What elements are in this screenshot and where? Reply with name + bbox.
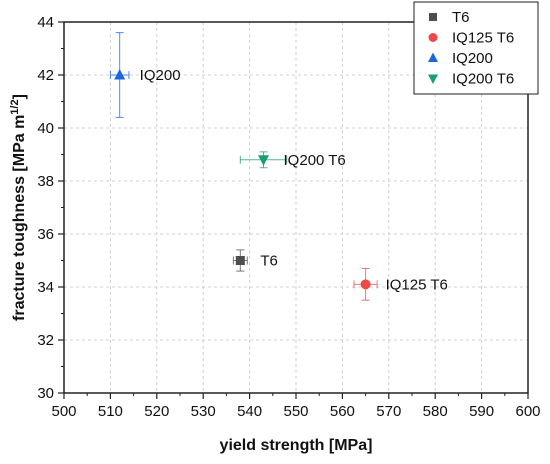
point-marker (258, 155, 270, 166)
y-tick-label: 34 (37, 279, 54, 296)
y-tick-label: 38 (37, 173, 54, 190)
x-tick-label: 510 (98, 403, 123, 420)
y-tick-label: 30 (37, 385, 54, 402)
data-point: IQ200 (109, 32, 181, 118)
x-tick-label: 570 (376, 403, 401, 420)
legend-marker (428, 74, 438, 84)
point-marker (360, 279, 371, 290)
legend-item: T6 (429, 9, 470, 26)
x-tick-label: 600 (515, 403, 540, 420)
point-label: IQ200 (140, 67, 181, 84)
y-axis: 30 32 34 36 38 40 42 44 (37, 14, 64, 402)
x-tick-label: 540 (237, 403, 262, 420)
legend-item: IQ200 (428, 50, 493, 67)
data-point: IQ125 T6 (353, 267, 448, 301)
legend-marker (429, 13, 437, 21)
data-point: T6 (232, 249, 278, 272)
point-label: IQ125 T6 (386, 276, 448, 293)
legend-marker (428, 52, 438, 62)
data-point: IQ200 T6 (239, 151, 346, 169)
x-axis: 500 510 520 530 540 550 560 570 580 590 600 (51, 393, 541, 420)
x-tick-label: 520 (144, 403, 169, 420)
data-points: T6 IQ125 T6 IQ200 IQ200 T6 (109, 32, 448, 301)
x-tick-label: 550 (283, 403, 308, 420)
y-axis-title-main: fracture toughness [MPa m (11, 115, 28, 321)
point-label: T6 (260, 253, 278, 270)
legend-label: IQ125 T6 (452, 30, 514, 47)
legend-label: IQ200 T6 (452, 71, 514, 88)
legend-label: T6 (452, 9, 470, 26)
x-tick-label: 500 (51, 403, 76, 420)
point-label: IQ200 T6 (284, 152, 346, 169)
x-axis-title: yield strength [MPa] (220, 437, 373, 454)
y-tick-label: 42 (37, 67, 54, 84)
point-marker (114, 69, 126, 80)
legend: T6 IQ125 T6 IQ200 IQ200 T6 (413, 1, 539, 95)
y-tick-label: 44 (37, 14, 54, 31)
y-tick-label: 36 (37, 226, 54, 243)
x-tick-label: 560 (330, 403, 355, 420)
y-axis-title-end: ] (11, 94, 28, 99)
legend-label: IQ200 (452, 50, 493, 67)
x-tick-label: 580 (423, 403, 448, 420)
x-tick-label: 590 (469, 403, 494, 420)
legend-item: IQ200 T6 (428, 71, 514, 88)
legend-item: IQ125 T6 (428, 30, 514, 47)
x-tick-label: 530 (191, 403, 216, 420)
point-marker (235, 256, 245, 265)
y-axis-title: fracture toughness [MPa m1/2] (9, 94, 28, 321)
y-axis-title-sup: 1/2 (9, 99, 21, 114)
legend-marker (428, 33, 438, 42)
y-tick-label: 40 (37, 120, 54, 137)
y-tick-label: 32 (37, 332, 54, 349)
